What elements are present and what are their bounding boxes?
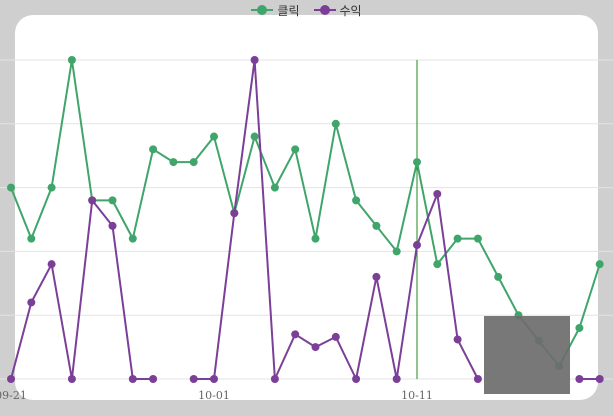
data-point-0-6[interactable] (128, 234, 137, 243)
chart-legend: 클릭 수익 (0, 1, 613, 19)
data-point-1-1[interactable] (27, 298, 36, 307)
data-point-1-10[interactable] (210, 375, 218, 383)
data-point-0-24[interactable] (494, 272, 503, 281)
data-point-1-20[interactable] (413, 241, 421, 250)
data-point-0-19[interactable] (392, 247, 401, 256)
data-point-0-29[interactable] (595, 260, 604, 269)
data-point-1-5[interactable] (108, 221, 117, 230)
data-point-0-13[interactable] (270, 183, 279, 192)
data-point-1-19[interactable] (392, 375, 401, 383)
data-point-0-23[interactable] (473, 234, 482, 243)
legend-item-clicks[interactable]: 클릭 (251, 2, 300, 19)
data-point-1-28[interactable] (575, 375, 584, 383)
data-point-1-7[interactable] (149, 375, 158, 383)
data-point-1-3[interactable] (67, 375, 76, 383)
legend-swatch-revenue (313, 5, 336, 15)
data-point-1-11[interactable] (230, 209, 239, 218)
data-point-0-22[interactable] (453, 234, 462, 243)
data-point-0-17[interactable] (352, 196, 361, 205)
tooltip-popup (484, 316, 570, 394)
data-point-0-8[interactable] (169, 158, 178, 167)
data-point-1-18[interactable] (372, 272, 381, 281)
data-point-1-12[interactable] (250, 56, 259, 64)
legend-item-revenue[interactable]: 수익 (313, 2, 362, 19)
data-point-0-20[interactable] (413, 158, 421, 167)
data-point-0-2[interactable] (47, 183, 56, 192)
data-point-1-22[interactable] (453, 335, 462, 344)
data-point-0-1[interactable] (27, 234, 36, 243)
data-point-0-16[interactable] (331, 119, 340, 128)
data-point-0-28[interactable] (575, 323, 584, 332)
data-point-1-23[interactable] (473, 375, 482, 383)
data-point-0-9[interactable] (189, 158, 198, 167)
data-point-1-0[interactable] (7, 375, 15, 383)
x-tick-label-0: 09-21 (0, 389, 27, 402)
data-point-0-7[interactable] (149, 145, 158, 154)
data-point-0-10[interactable] (210, 132, 218, 141)
data-point-0-0[interactable] (7, 183, 15, 192)
data-point-1-17[interactable] (352, 375, 361, 383)
data-point-1-4[interactable] (88, 196, 97, 205)
data-point-1-16[interactable] (331, 332, 340, 341)
data-point-1-2[interactable] (47, 260, 56, 269)
data-point-1-6[interactable] (128, 375, 137, 383)
data-point-0-12[interactable] (250, 132, 259, 141)
x-tick-label-2: 10-11 (401, 389, 433, 402)
data-point-0-21[interactable] (433, 260, 442, 269)
legend-swatch-clicks (251, 5, 274, 15)
data-point-1-15[interactable] (311, 343, 320, 352)
data-point-0-18[interactable] (372, 221, 381, 230)
x-tick-label-1: 10-01 (198, 389, 230, 402)
legend-label-clicks: 클릭 (277, 3, 300, 18)
x-axis-ticks: 09-21 10-01 10-11 (0, 389, 433, 402)
data-point-1-14[interactable] (291, 330, 300, 339)
data-point-1-9[interactable] (189, 375, 198, 383)
series-1 (7, 56, 604, 383)
data-point-0-14[interactable] (291, 145, 300, 154)
data-point-0-15[interactable] (311, 234, 320, 243)
data-point-1-21[interactable] (433, 189, 442, 198)
data-point-1-29[interactable] (595, 375, 604, 383)
data-point-0-3[interactable] (67, 56, 76, 64)
legend-label-revenue: 수익 (339, 3, 362, 18)
data-point-1-13[interactable] (270, 375, 279, 383)
data-point-0-5[interactable] (108, 196, 117, 205)
